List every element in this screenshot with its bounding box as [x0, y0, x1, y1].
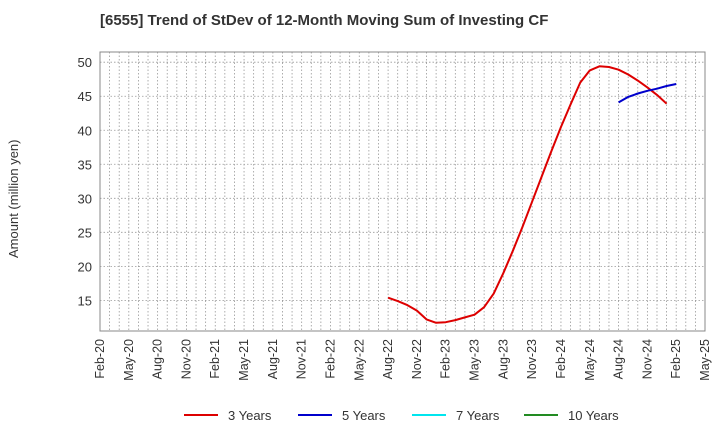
legend-label: 10 Years [568, 407, 619, 423]
legend-swatch [298, 414, 332, 416]
x-tick-label: Aug-24 [612, 339, 626, 379]
legend-swatch [524, 414, 558, 416]
x-tick-label: Feb-20 [93, 339, 107, 379]
y-tick-label: 15 [78, 293, 92, 308]
chart-title: [6555] Trend of StDev of 12-Month Moving… [100, 12, 549, 29]
x-tick-label: May-20 [122, 339, 136, 381]
y-tick-label: 35 [78, 157, 92, 172]
x-tick-label: Nov-20 [179, 339, 193, 379]
y-tick-label: 40 [78, 123, 92, 138]
x-tick-label: Feb-25 [669, 339, 683, 379]
chart-legend: 3 Years 5 Years 7 Years 10 Years [0, 404, 720, 426]
legend-item: 5 Years [298, 404, 385, 426]
x-tick-label: May-25 [698, 339, 712, 381]
y-tick-label: 30 [78, 191, 92, 206]
y-tick-label: 50 [78, 55, 92, 70]
legend-label: 5 Years [342, 407, 386, 423]
x-tick-label: May-23 [468, 339, 482, 381]
legend-item: 3 Years [184, 404, 271, 426]
x-tick-label: Aug-21 [266, 339, 280, 379]
x-tick-label: May-21 [237, 339, 251, 381]
legend-swatch [412, 414, 446, 416]
legend-label: 7 Years [456, 407, 500, 423]
plot-frame [99, 51, 706, 332]
series-line-5-years [618, 83, 677, 104]
legend-item: 10 Years [524, 404, 619, 426]
y-tick-label: 20 [78, 259, 92, 274]
x-tick-label: Feb-24 [554, 339, 568, 379]
x-tick-label: May-24 [583, 339, 597, 381]
legend-label: 3 Years [228, 407, 272, 423]
x-tick-label: Nov-22 [410, 339, 424, 379]
x-tick-label: Aug-23 [496, 339, 510, 379]
x-tick-label: Feb-22 [323, 339, 337, 379]
legend-swatch [184, 414, 218, 416]
x-tick-label: Nov-21 [295, 339, 309, 379]
y-tick-label: 25 [78, 225, 92, 240]
legend-item: 7 Years [412, 404, 499, 426]
x-tick-label: Nov-23 [525, 339, 539, 379]
x-tick-label: Nov-24 [640, 339, 654, 379]
x-tick-label: Aug-22 [381, 339, 395, 379]
x-tick-label: May-22 [352, 339, 366, 381]
x-tick-label: Aug-20 [151, 339, 165, 379]
x-tick-label: Feb-23 [439, 339, 453, 379]
x-tick-label: Feb-21 [208, 339, 222, 379]
y-tick-label: 45 [78, 89, 92, 104]
series-line-3-years [387, 65, 668, 324]
